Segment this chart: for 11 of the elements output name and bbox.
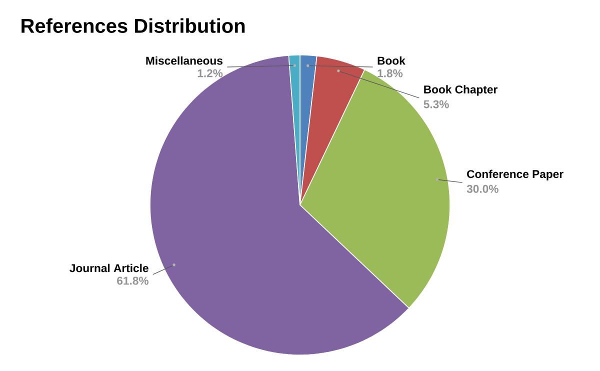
data-label: 61.8% xyxy=(117,276,148,285)
data-label: 30.0% xyxy=(466,184,498,193)
slice-label: Book xyxy=(378,56,406,65)
slice-label: Conference Paper xyxy=(467,170,564,180)
data-label: 1.2% xyxy=(198,69,223,78)
chart-title: References Distribution xyxy=(22,18,245,33)
slice-label: Book Chapter xyxy=(424,85,498,96)
slice-label: Miscellaneous xyxy=(146,56,222,65)
slice-label: Journal Article xyxy=(70,264,148,272)
data-label: 1.8% xyxy=(378,69,403,78)
data-label: 5.3% xyxy=(424,100,449,108)
